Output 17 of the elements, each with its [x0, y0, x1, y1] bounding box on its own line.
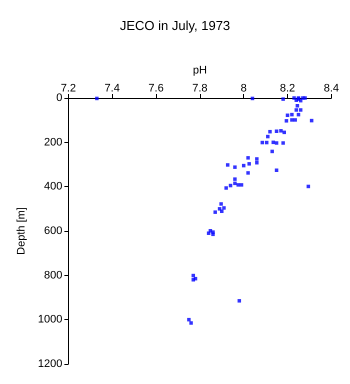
y-axis-title: Depth [m] — [16, 207, 28, 255]
y-tick-label: 600 — [44, 225, 62, 237]
x-tick-label: 7.4 — [104, 82, 120, 94]
x-axis-title: pH — [192, 64, 207, 76]
chart-title: JECO in July, 1973 — [120, 18, 230, 33]
x-tick-label: 8.2 — [280, 82, 296, 94]
y-tick-label: 1200 — [38, 358, 62, 370]
y-tick-label: 0 — [56, 92, 62, 104]
y-tick-label: 800 — [44, 269, 62, 282]
x-tick-label: 8.4 — [324, 82, 340, 94]
x-tick-label: 7.2 — [60, 82, 76, 94]
x-tick-label: 7.6 — [148, 82, 164, 94]
y-tick-label: 200 — [44, 136, 62, 148]
x-tick-label: 7.8 — [192, 82, 208, 94]
y-tick-label: 1000 — [38, 314, 62, 326]
y-tick-label: 400 — [44, 180, 62, 193]
x-tick-label: 8 — [240, 82, 247, 94]
